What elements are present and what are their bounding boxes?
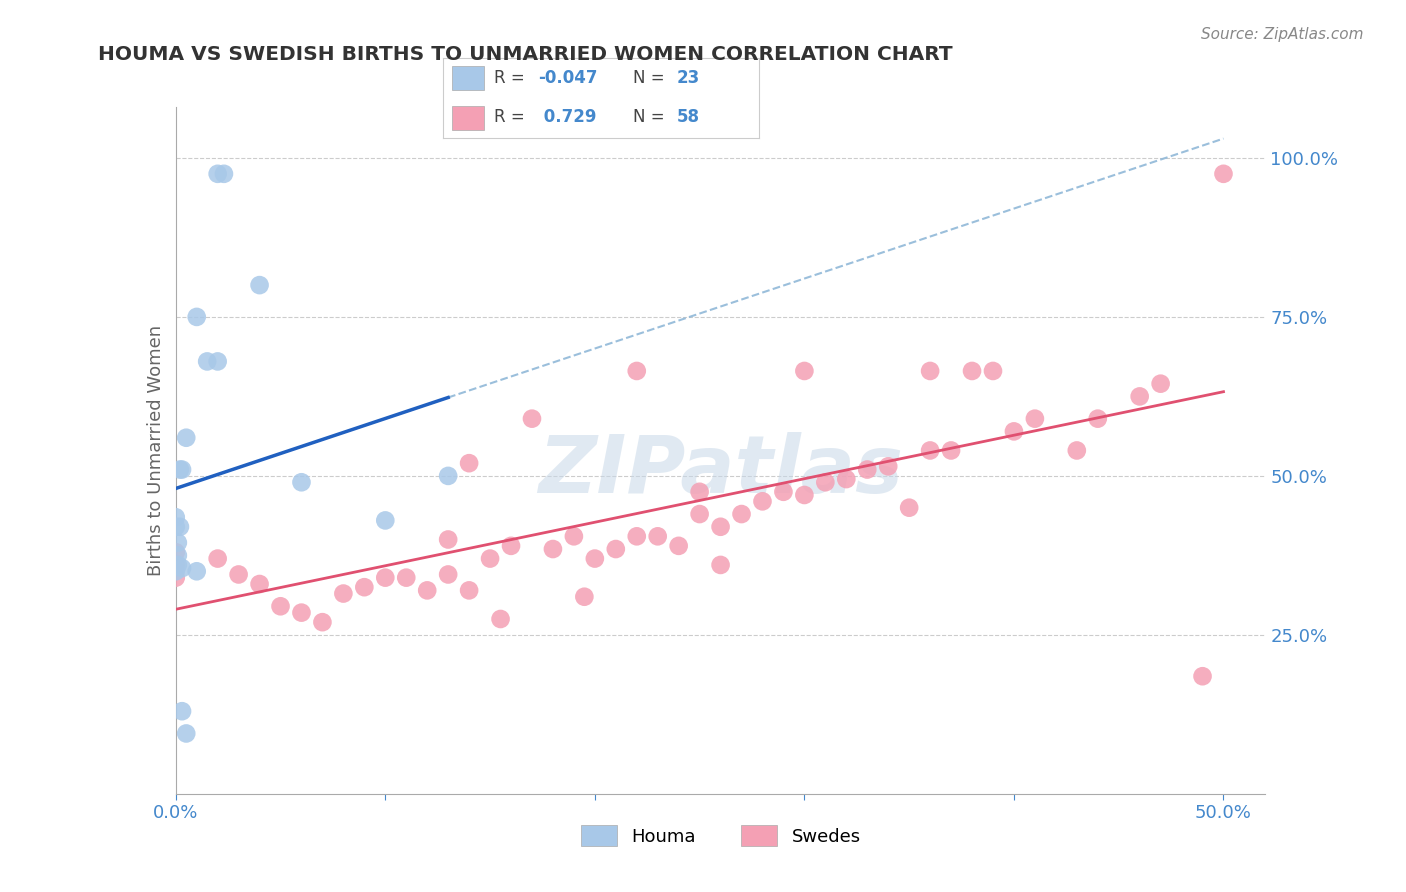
Text: 23: 23 xyxy=(678,69,700,87)
Point xyxy=(166,558,188,572)
Point xyxy=(574,590,596,604)
Point xyxy=(709,520,731,534)
Point xyxy=(165,564,187,578)
Point xyxy=(374,571,396,585)
Point xyxy=(1129,389,1152,403)
Point xyxy=(479,551,502,566)
Point xyxy=(174,431,197,445)
Point xyxy=(228,567,250,582)
Text: ZIPatlas: ZIPatlas xyxy=(538,432,903,510)
Text: HOUMA VS SWEDISH BIRTHS TO UNMARRIED WOMEN CORRELATION CHART: HOUMA VS SWEDISH BIRTHS TO UNMARRIED WOM… xyxy=(98,45,953,63)
Point xyxy=(332,586,354,600)
Point xyxy=(1149,376,1171,391)
Point xyxy=(165,571,187,585)
Text: N =: N = xyxy=(633,69,669,87)
Point xyxy=(751,494,773,508)
Point xyxy=(939,443,962,458)
Point xyxy=(583,551,606,566)
Point xyxy=(920,364,942,378)
Point xyxy=(709,558,731,572)
FancyBboxPatch shape xyxy=(453,106,484,130)
Point xyxy=(489,612,512,626)
Point xyxy=(499,539,522,553)
Point xyxy=(437,533,460,547)
Point xyxy=(647,529,669,543)
Point xyxy=(311,615,333,630)
Point xyxy=(1191,669,1213,683)
Point xyxy=(458,583,481,598)
Point xyxy=(170,561,193,575)
Point xyxy=(186,564,208,578)
Point xyxy=(170,704,193,718)
Point xyxy=(174,726,197,740)
Point xyxy=(437,567,460,582)
Point xyxy=(249,278,271,293)
Text: 58: 58 xyxy=(678,108,700,126)
FancyBboxPatch shape xyxy=(453,66,484,90)
Point xyxy=(920,443,942,458)
Point xyxy=(793,364,815,378)
Point xyxy=(169,462,191,476)
Point xyxy=(960,364,983,378)
Text: -0.047: -0.047 xyxy=(537,69,598,87)
Point xyxy=(270,599,292,614)
Point xyxy=(207,551,229,566)
Point xyxy=(856,462,879,476)
Point xyxy=(1087,411,1109,425)
Point xyxy=(290,475,312,490)
Point xyxy=(835,472,858,486)
Point xyxy=(772,484,794,499)
Point xyxy=(395,571,418,585)
Point xyxy=(195,354,218,368)
Point xyxy=(1066,443,1088,458)
Point xyxy=(374,513,396,527)
Point xyxy=(207,167,229,181)
Point xyxy=(814,475,837,490)
Point xyxy=(169,520,191,534)
Point xyxy=(981,364,1004,378)
Point xyxy=(437,469,460,483)
Point xyxy=(165,510,187,524)
Point xyxy=(1024,411,1046,425)
Text: Source: ZipAtlas.com: Source: ZipAtlas.com xyxy=(1201,27,1364,42)
Point xyxy=(170,462,193,476)
Point xyxy=(1212,167,1234,181)
Point xyxy=(249,577,271,591)
Point xyxy=(165,520,187,534)
Point xyxy=(165,558,187,572)
Point xyxy=(626,364,648,378)
Text: R =: R = xyxy=(494,108,530,126)
Point xyxy=(730,507,752,521)
Point xyxy=(186,310,208,324)
Text: 0.729: 0.729 xyxy=(537,108,596,126)
Point xyxy=(793,488,815,502)
Point xyxy=(668,539,690,553)
Point xyxy=(165,545,187,559)
Point xyxy=(207,354,229,368)
Point xyxy=(353,580,375,594)
Point xyxy=(689,507,711,521)
Point xyxy=(416,583,439,598)
Point xyxy=(1002,425,1025,439)
Point xyxy=(626,529,648,543)
Point xyxy=(898,500,921,515)
Point xyxy=(541,542,564,557)
Point xyxy=(212,167,235,181)
Legend: Houma, Swedes: Houma, Swedes xyxy=(574,818,868,854)
Point xyxy=(290,606,312,620)
Point xyxy=(458,456,481,470)
Point xyxy=(562,529,585,543)
Y-axis label: Births to Unmarried Women: Births to Unmarried Women xyxy=(146,325,165,576)
Point xyxy=(166,535,188,549)
Point xyxy=(520,411,543,425)
Point xyxy=(166,549,188,563)
Point xyxy=(605,542,627,557)
Point xyxy=(689,484,711,499)
Text: R =: R = xyxy=(494,69,530,87)
Point xyxy=(877,459,900,474)
Text: N =: N = xyxy=(633,108,669,126)
